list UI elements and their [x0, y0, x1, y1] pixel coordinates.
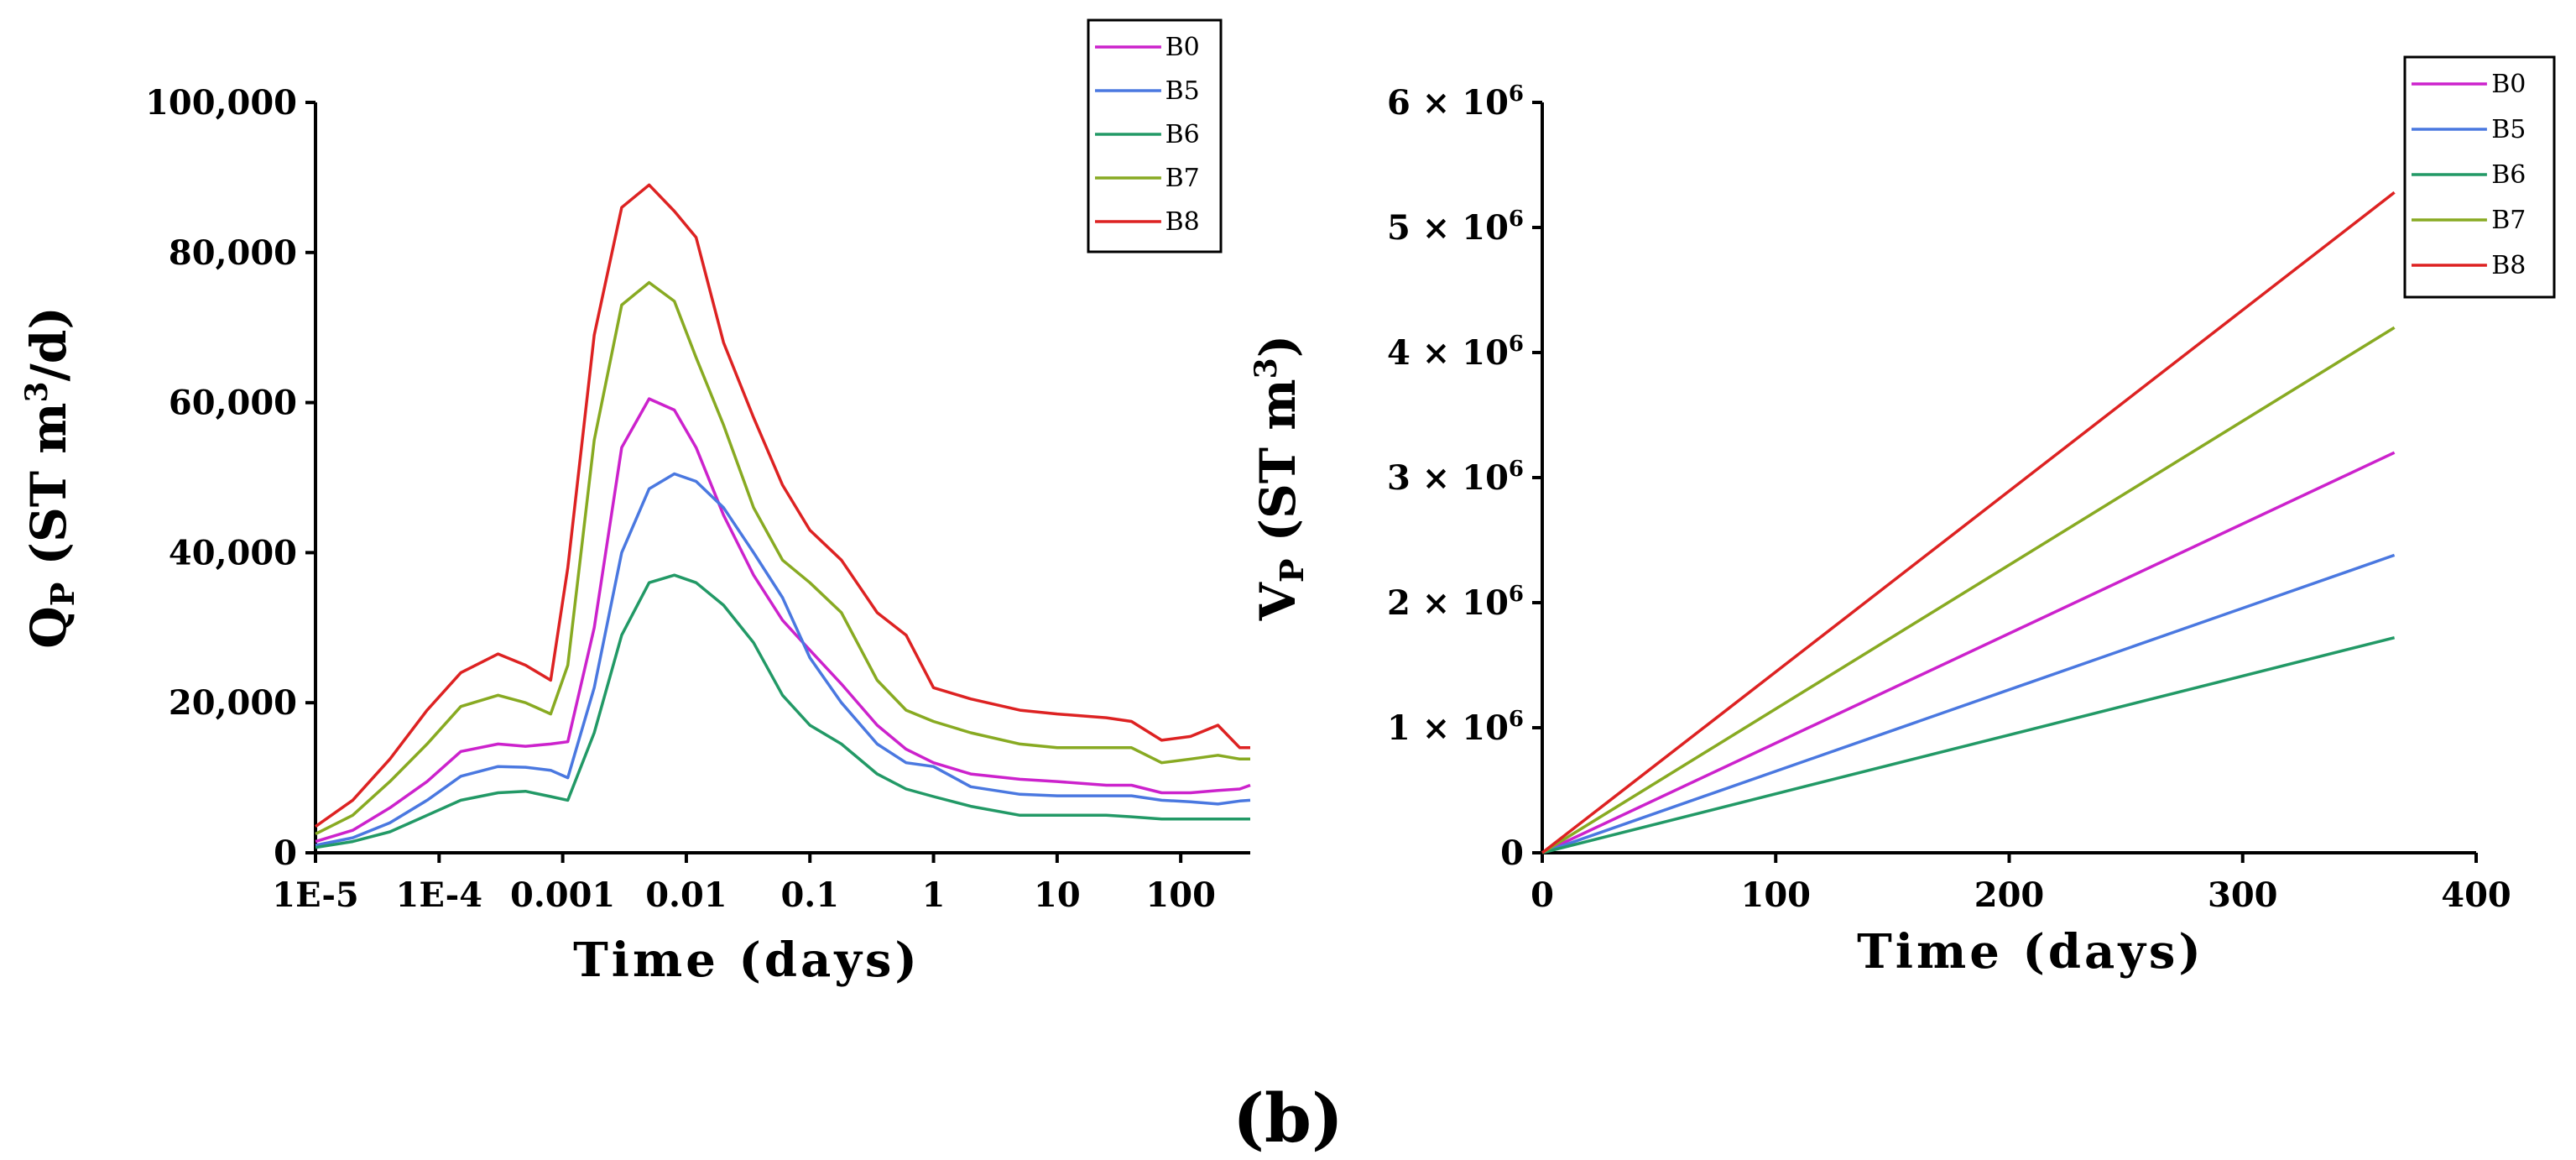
y-tick-label: 20,000 [169, 683, 297, 723]
x-tick-label: 1E-5 [272, 875, 359, 915]
x-tick-label: 200 [1974, 875, 2045, 915]
x-tick-label: 1 [922, 875, 946, 915]
y-tick-label: 40,000 [169, 533, 297, 572]
legend-label-b7: B7 [2491, 206, 2526, 235]
y-tick-label: 3 × 106 [1387, 457, 1524, 498]
series-line-b5 [1541, 553, 2396, 854]
y-axis-label: VP (ST m3) [1249, 335, 1311, 621]
x-tick-label: 1E-4 [396, 875, 483, 915]
series-line-b0 [315, 397, 1251, 844]
x-tick-label: 100 [1741, 875, 1812, 915]
x-tick-label: 400 [2441, 875, 2511, 915]
series-line-b8 [314, 183, 1250, 828]
y-tick-label: 2 × 106 [1387, 582, 1524, 623]
legend-label-b6: B6 [1165, 120, 1200, 149]
y-tick-label: 100,000 [145, 83, 297, 123]
y-tick-label: 80,000 [169, 233, 297, 273]
legend-label-b6: B6 [2491, 160, 2526, 190]
legend-label-b5: B5 [2491, 115, 2526, 144]
x-tick-label: 0.001 [510, 875, 615, 915]
legend-label-b5: B5 [1165, 76, 1200, 106]
x-tick-label: 10 [1034, 875, 1081, 915]
x-tick-label: 0 [1530, 875, 1554, 915]
legend-label-b0: B0 [1165, 33, 1200, 62]
x-axis-label: Time (days) [1857, 924, 2204, 980]
figure-caption: (b) [1233, 1079, 1343, 1157]
legend-box [1087, 18, 1223, 253]
series-line-b8 [1541, 191, 2396, 854]
right-chart: 0 1 × 106 2 × 106 3 × 106 4 × 106 5 × 106 6 × … [1249, 55, 2556, 980]
legend-box [2403, 55, 2556, 299]
series-line-b6 [1541, 636, 2396, 854]
series-line-b7 [315, 280, 1250, 836]
series-line-b6 [315, 573, 1250, 849]
y-tick-label: 60,000 [169, 384, 297, 423]
x-tick-label: 0.01 [645, 875, 727, 915]
series-line-b0 [1541, 451, 2396, 854]
y-tick-label: 4 × 106 [1387, 332, 1524, 373]
x-tick-label: 100 [1145, 875, 1216, 915]
legend-label-b7: B7 [1165, 164, 1200, 193]
y-tick-label: 5 × 106 [1387, 206, 1524, 248]
left-chart: 0 20,000 40,000 60,000 80,000 100,000 1E-5 1E-4… [19, 18, 1251, 988]
x-axis-label: Time (days) [573, 933, 920, 988]
y-tick-label: 6 × 106 [1387, 81, 1524, 123]
x-tick-label: 300 [2208, 875, 2278, 915]
y-tick-label: 1 × 106 [1387, 707, 1524, 748]
series-line-b5 [315, 472, 1251, 847]
y-tick-label: 0 [1500, 833, 1524, 873]
legend-label-b0: B0 [2491, 70, 2526, 99]
y-axis-label: QP (ST m3/d) [19, 306, 81, 649]
x-tick-label: 0.1 [780, 875, 839, 915]
legend-label-b8: B8 [2491, 251, 2526, 280]
y-tick-label: 0 [274, 833, 297, 873]
legend-label-b8: B8 [1165, 207, 1200, 237]
series-line-b7 [1541, 326, 2396, 854]
